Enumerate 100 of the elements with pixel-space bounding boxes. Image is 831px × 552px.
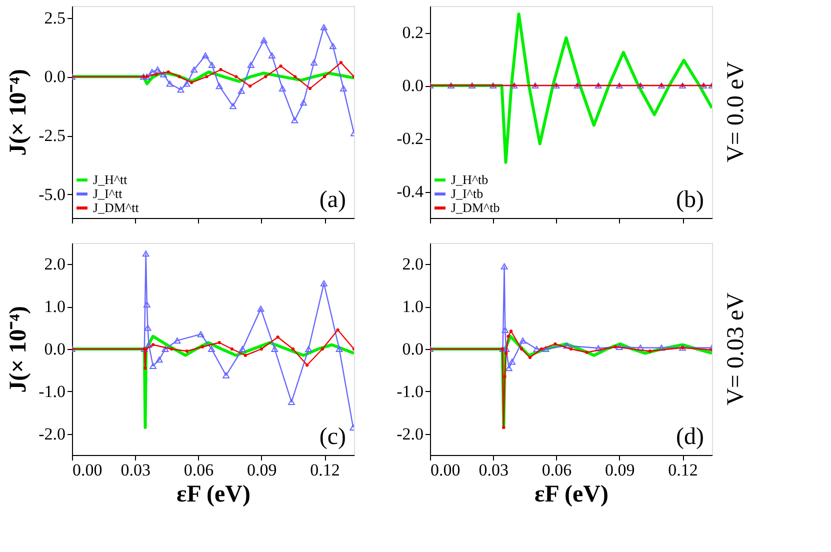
y-tick-label: 2.5 (44, 8, 66, 28)
point (143, 301, 150, 308)
legend-label: J_DM^tt (93, 200, 140, 215)
y-tick-label: -2.0 (396, 424, 424, 444)
point (150, 362, 156, 370)
annotation: (b) (676, 187, 704, 213)
point (305, 346, 312, 352)
point (230, 103, 236, 110)
point (238, 88, 245, 94)
y-tick-label: 0.2 (402, 23, 424, 42)
point (264, 75, 268, 78)
y-tick-label: 2.0 (402, 254, 424, 274)
legend-label: J_DM^tb (451, 200, 500, 215)
point (222, 372, 230, 378)
point (308, 86, 312, 90)
y-tick-label: -2.5 (38, 126, 66, 146)
point (154, 66, 162, 73)
point (293, 75, 297, 78)
y-tick-label: 0.0 (44, 340, 66, 358)
point (569, 347, 573, 351)
point (216, 83, 223, 90)
point (219, 68, 222, 72)
point (160, 71, 168, 78)
point (279, 64, 282, 68)
annotation: (d) (676, 424, 704, 450)
point (200, 345, 204, 348)
point (234, 75, 238, 78)
legend-label: J_I^tt (93, 186, 123, 201)
y-tick-label: -5.0 (38, 184, 66, 204)
point (500, 263, 508, 270)
point (614, 345, 617, 348)
point (239, 346, 246, 352)
point (340, 85, 347, 92)
line-series (430, 12, 712, 164)
point (208, 62, 216, 68)
point (509, 330, 513, 333)
point (291, 347, 295, 351)
point (276, 336, 280, 339)
x-tick-label: 0.09 (605, 460, 635, 480)
point (156, 356, 163, 363)
point (554, 342, 557, 346)
point (183, 80, 190, 87)
point (257, 306, 264, 312)
point (320, 347, 324, 351)
point (503, 374, 506, 378)
point (336, 328, 340, 332)
point (339, 60, 343, 64)
x-tick-label: 0.12 (310, 460, 340, 480)
x-tick-label: 0.06 (542, 460, 572, 480)
point (260, 37, 268, 44)
point (616, 344, 623, 350)
point (144, 366, 147, 370)
point (506, 334, 510, 338)
point (508, 358, 516, 365)
x-axis-title: εF (eV) (176, 482, 250, 508)
point (500, 347, 504, 351)
x-tick-label: 0.00 (72, 460, 102, 480)
point (202, 52, 209, 59)
point (320, 24, 328, 30)
point (658, 344, 665, 351)
point (248, 84, 252, 88)
point (185, 350, 188, 353)
point (336, 346, 343, 352)
line-series (72, 60, 354, 90)
point (197, 331, 204, 338)
point (320, 280, 328, 286)
x-axis-title: εF (eV) (534, 482, 608, 508)
point (151, 343, 155, 346)
point (144, 324, 152, 331)
point (542, 346, 550, 352)
point (502, 326, 509, 333)
y-tick-label: 0.0 (44, 67, 66, 86)
point (166, 80, 174, 87)
point (533, 346, 540, 352)
x-tick-label: 0.03 (120, 460, 151, 480)
y-tick-label: -2.0 (38, 424, 66, 444)
point (170, 347, 174, 351)
point (145, 342, 152, 348)
point (178, 75, 181, 78)
point (271, 346, 278, 352)
y-axis-title: J(× 10⁻⁴) (6, 306, 32, 393)
point (322, 75, 326, 78)
point (190, 80, 194, 84)
x-tick-label: 0.06 (184, 460, 214, 480)
point (218, 341, 221, 344)
point (528, 356, 532, 360)
point (594, 345, 602, 352)
point (505, 365, 512, 372)
point (519, 337, 526, 344)
point (291, 117, 298, 124)
point (142, 250, 150, 257)
point (502, 426, 506, 430)
point (648, 350, 652, 353)
point (247, 62, 254, 68)
point (585, 350, 588, 354)
y-tick-label: -1.0 (396, 382, 424, 401)
y-tick-label: 1.0 (44, 297, 66, 316)
point (329, 42, 336, 50)
annotation: (a) (319, 187, 346, 213)
point (148, 68, 156, 76)
